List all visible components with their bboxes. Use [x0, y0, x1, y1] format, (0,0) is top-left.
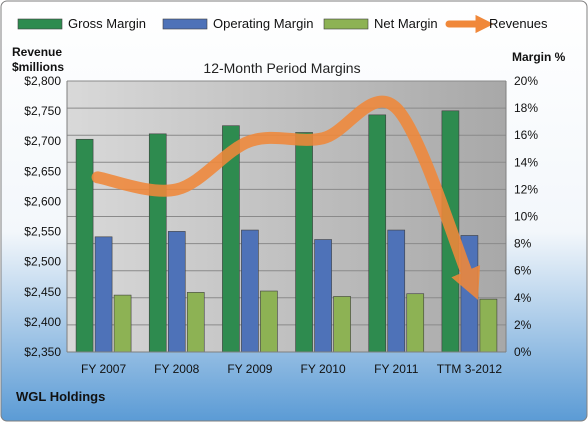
- net-bar: [186, 292, 205, 353]
- category-label: TTM 3-2012: [437, 362, 503, 376]
- left-tick-label: $2,550: [24, 225, 61, 239]
- operating-legend-swatch: [162, 18, 208, 30]
- category-label: FY 2007: [81, 362, 126, 376]
- net-bar: [260, 290, 278, 353]
- operating-legend-label: Operating Margin: [213, 16, 313, 31]
- gross-bar: [148, 133, 167, 353]
- chart-title: 12-Month Period Margins: [203, 60, 360, 76]
- left-tick-label: $2,400: [24, 315, 61, 329]
- operating-bar: [387, 229, 406, 353]
- right-tick-label: 6%: [514, 264, 532, 278]
- right-tick-label: 16%: [514, 128, 538, 142]
- category-label: FY 2011: [374, 362, 419, 376]
- net-bar: [479, 298, 498, 353]
- right-tick-label: 18%: [514, 101, 538, 115]
- net-bar: [406, 293, 425, 353]
- gross-legend-label: Gross Margin: [68, 16, 146, 31]
- right-tick-label: 8%: [514, 237, 532, 251]
- gross-legend-swatch: [17, 18, 63, 30]
- right-tick-label: 4%: [514, 291, 532, 305]
- operating-bar: [94, 236, 113, 353]
- gross-bar: [368, 114, 387, 353]
- operating-bar: [167, 231, 186, 353]
- left-tick-label: $2,450: [24, 285, 61, 299]
- category-label: FY 2008: [154, 362, 199, 376]
- right-tick-label: 0%: [514, 345, 532, 359]
- category-label: FY 2009: [227, 362, 272, 376]
- left-tick-label: $2,350: [24, 345, 61, 359]
- right-tick-label: 20%: [514, 74, 538, 88]
- gross-bar: [295, 132, 313, 353]
- right-axis-label: Margin %: [512, 50, 566, 64]
- left-axis-label-line2: $millions: [12, 60, 64, 74]
- revenue-legend-label: Revenues: [489, 16, 548, 31]
- category-label: FY 2010: [301, 362, 346, 376]
- right-tick-label: 12%: [514, 182, 538, 196]
- operating-bar: [314, 239, 332, 353]
- company-name: WGL Holdings: [16, 389, 105, 404]
- operating-bar: [241, 229, 259, 353]
- net-bar: [333, 296, 351, 353]
- gross-bar: [75, 138, 94, 353]
- left-tick-label: $2,750: [24, 104, 61, 118]
- left-tick-label: $2,600: [24, 194, 61, 208]
- net-legend-swatch: [323, 18, 369, 30]
- left-tick-label: $2,500: [24, 255, 61, 269]
- left-axis-label-line1: Revenue: [12, 45, 62, 59]
- left-tick-label: $2,800: [24, 74, 61, 88]
- right-tick-label: 14%: [514, 155, 538, 169]
- net-legend-label: Net Margin: [374, 16, 438, 31]
- left-tick-label: $2,650: [24, 164, 61, 178]
- right-tick-label: 10%: [514, 210, 538, 224]
- net-bar: [113, 294, 132, 353]
- left-tick-label: $2,700: [24, 134, 61, 148]
- right-tick-label: 2%: [514, 318, 532, 332]
- revenue-line: [91, 95, 481, 300]
